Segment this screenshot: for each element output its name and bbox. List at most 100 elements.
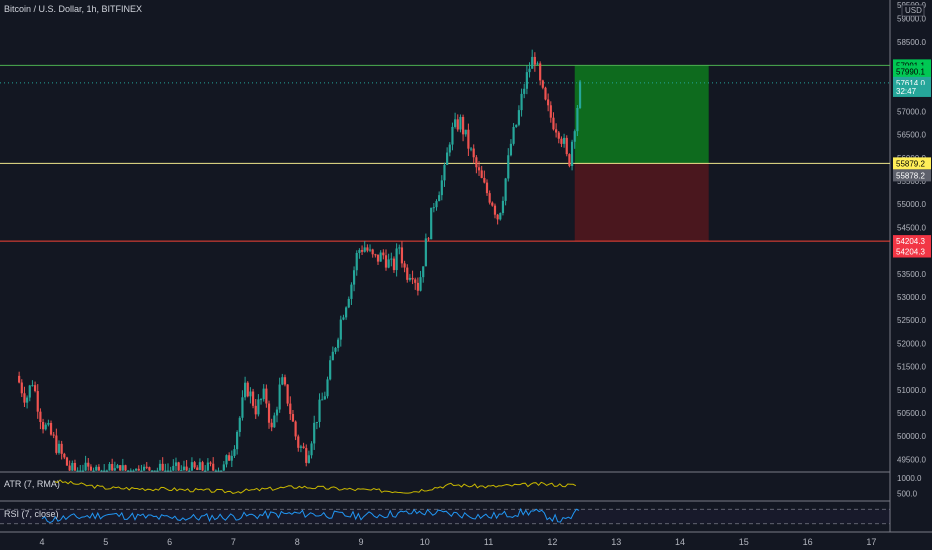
- candle-body: [321, 399, 324, 401]
- candle-body: [47, 422, 50, 425]
- candle-body: [557, 132, 560, 139]
- candle-body: [456, 119, 459, 130]
- price-tag-label: 55878.2: [896, 171, 925, 180]
- time-tick-label: 11: [484, 537, 493, 547]
- candle-body: [408, 277, 412, 280]
- candle: [477, 161, 481, 176]
- candle: [238, 416, 241, 437]
- candle: [113, 461, 116, 471]
- candle-body: [302, 446, 305, 449]
- candle: [289, 396, 292, 421]
- candle-body: [161, 463, 164, 471]
- candle: [164, 463, 167, 472]
- candle: [47, 419, 50, 427]
- candle-body: [238, 417, 241, 432]
- candle-body: [81, 470, 85, 472]
- rsi-indicator-label[interactable]: RSI (7, close): [4, 509, 59, 519]
- candle: [278, 377, 281, 413]
- candle-body: [326, 379, 329, 397]
- candle-body: [222, 464, 225, 471]
- candle: [350, 282, 353, 305]
- candle: [573, 129, 576, 149]
- candle-body: [212, 463, 215, 471]
- candle: [424, 233, 427, 267]
- candle: [156, 467, 159, 472]
- candle: [71, 460, 74, 471]
- candle: [28, 384, 31, 402]
- candle-body: [395, 248, 398, 271]
- price-axis: 49500.0 50000.0 50500.0 51000.0 51500.0 52000…: [897, 1, 926, 464]
- candle: [464, 129, 467, 137]
- candle-body: [390, 258, 393, 260]
- candle: [485, 179, 489, 196]
- candle: [488, 190, 491, 205]
- candle-body: [533, 56, 536, 65]
- currency-badge[interactable]: [901, 4, 925, 17]
- candle: [520, 88, 523, 117]
- candle-body: [209, 462, 212, 464]
- candle: [329, 355, 332, 381]
- time-tick-label: 4: [39, 537, 44, 547]
- candle: [84, 455, 87, 471]
- candle-body: [491, 202, 494, 206]
- candle: [459, 114, 462, 133]
- candle: [313, 415, 316, 450]
- price-tag: [893, 59, 931, 72]
- candle-body: [236, 431, 239, 450]
- candle-body: [217, 470, 220, 472]
- candle-body: [26, 397, 29, 403]
- candle: [95, 464, 98, 471]
- price-tick-label: 59000.0: [897, 15, 926, 24]
- candle-body: [267, 403, 271, 423]
- candle-body: [55, 435, 58, 453]
- candle: [315, 421, 318, 430]
- candle: [555, 123, 558, 138]
- candle: [557, 131, 560, 144]
- candle: [390, 252, 393, 267]
- candle-body: [283, 377, 287, 385]
- time-tick-label: 9: [358, 537, 363, 547]
- candle: [291, 410, 295, 422]
- candle-body: [233, 449, 236, 456]
- candle: [166, 463, 170, 472]
- candle: [26, 395, 29, 409]
- candle-body: [541, 80, 544, 88]
- candle-body: [448, 144, 451, 153]
- candle-body: [153, 470, 156, 472]
- candle-body: [201, 462, 204, 471]
- candle-body: [204, 470, 207, 472]
- candle: [570, 139, 574, 171]
- candle: [158, 459, 162, 471]
- candle: [491, 201, 494, 207]
- candle-body: [20, 382, 23, 394]
- candle-body: [374, 254, 377, 256]
- candle-body: [469, 148, 473, 150]
- candle: [246, 381, 249, 398]
- candle: [411, 270, 414, 285]
- candle: [108, 462, 111, 471]
- rsi-line: [41, 507, 580, 524]
- candle: [565, 135, 568, 157]
- price-tick-label: 53000.0: [897, 293, 926, 302]
- candle-body: [416, 282, 419, 291]
- candle: [512, 123, 515, 146]
- candle: [366, 244, 369, 253]
- candle: [531, 49, 534, 69]
- candle: [204, 465, 207, 472]
- candle: [20, 379, 23, 398]
- candle-body: [262, 388, 265, 400]
- candle-body: [243, 382, 247, 398]
- atr-indicator-label[interactable]: ATR (7, RMA): [4, 479, 60, 489]
- candle: [321, 392, 324, 401]
- candle-body: [145, 466, 148, 468]
- candle-body: [18, 375, 21, 383]
- candle: [180, 465, 183, 472]
- candle-body: [536, 63, 539, 65]
- candle-body: [350, 284, 353, 299]
- candle: [273, 412, 276, 428]
- candle: [148, 466, 151, 471]
- candle-body: [438, 195, 441, 202]
- candle-body: [443, 164, 446, 181]
- candle-body: [440, 180, 443, 196]
